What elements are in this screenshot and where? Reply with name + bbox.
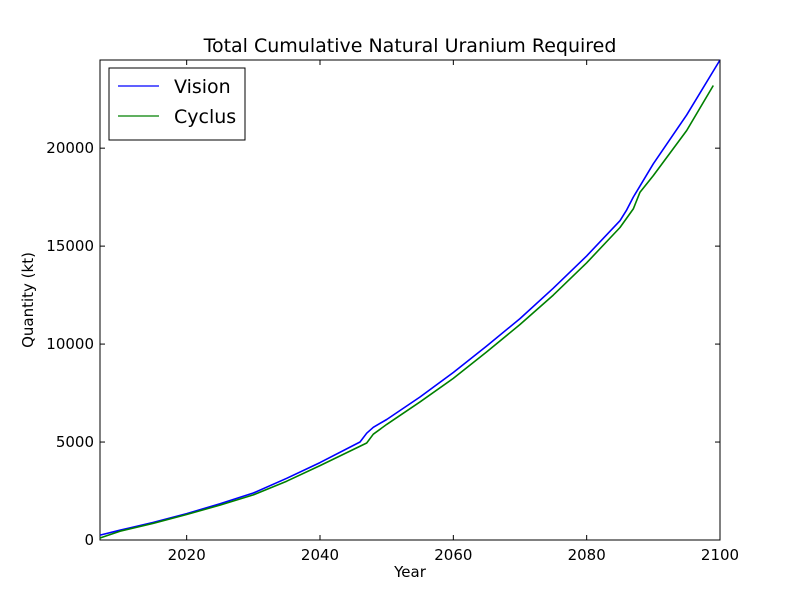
y-tick-label: 10000 [46, 335, 94, 353]
ticks-layer: 2020 2040 2060 2080 2100 0 5000 10000 15000 20000 [46, 60, 739, 564]
series-layer [99, 59, 721, 539]
x-tick-label: 2040 [301, 546, 339, 564]
y-tick-label: 15000 [46, 237, 94, 255]
plot-frame [99, 59, 721, 541]
legend-label-cyclus: Cyclus [174, 106, 236, 128]
x-axis-label: Year [393, 563, 427, 581]
legend-label-vision: Vision [174, 76, 231, 98]
x-tick-label: 2080 [568, 546, 606, 564]
y-tick-label: 20000 [46, 139, 94, 157]
x-tick-label: 2020 [168, 546, 206, 564]
y-tick-label: 5000 [56, 433, 94, 451]
series-line-cyclus [99, 85, 714, 539]
legend: Vision Cyclus [108, 67, 246, 141]
legend-box [108, 67, 246, 141]
series-line-vision [99, 59, 721, 536]
chart-title: Total Cumulative Natural Uranium Require… [203, 35, 617, 57]
x-tick-label: 2060 [434, 546, 472, 564]
x-tick-label: 2100 [701, 546, 739, 564]
y-tick-label: 0 [84, 531, 94, 549]
y-axis-label: Quantity (kt) [19, 252, 37, 348]
